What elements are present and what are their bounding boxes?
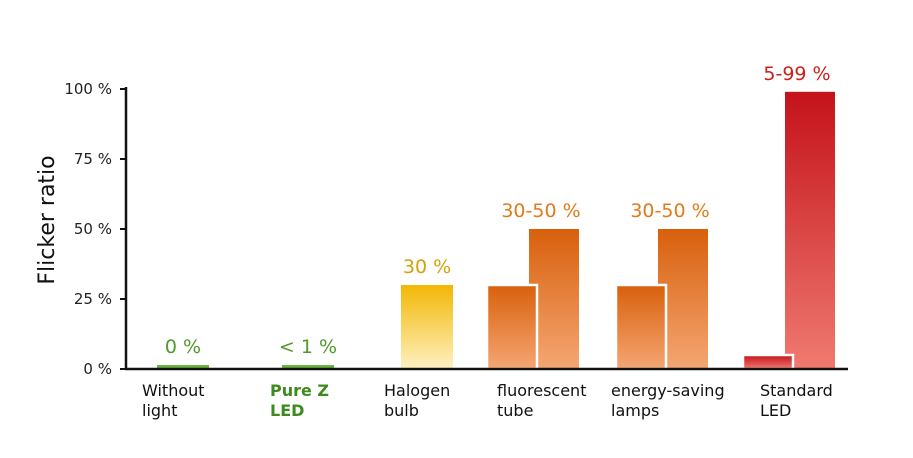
data-label: 0 % (165, 336, 201, 358)
category-label: fluorescent tube (497, 381, 586, 420)
category-label: Without light (142, 381, 205, 420)
bar-min (485, 283, 539, 371)
bars (157, 91, 835, 371)
bar (401, 285, 453, 369)
bar-min (614, 283, 668, 371)
data-label: 30-50 % (501, 200, 580, 222)
bar-max (785, 91, 835, 370)
y-axis-title: Flicker ratio (35, 155, 60, 284)
data-label: 5-99 % (763, 63, 830, 85)
data-labels: 0 % < 1 % 30 % 30-50 % 30-50 % 5-99 % (165, 63, 831, 358)
category-labels: Without light Pure Z LED Halogen bulb fluoresc… (142, 381, 833, 420)
y-tick-label: 75 % (74, 150, 112, 168)
category-label: energy-saving lamps (611, 381, 725, 420)
bar (157, 365, 209, 369)
y-tick-label: 0 % (83, 360, 112, 378)
y-axis-ticks: 0 % 25 % 50 % 75 % 100 % (64, 80, 126, 378)
bar-min (741, 353, 795, 371)
y-tick-label: 50 % (74, 220, 112, 238)
category-label: Standard LED (760, 381, 833, 420)
category-label: Halogen bulb (384, 381, 450, 420)
bar (282, 365, 334, 369)
data-label: 30-50 % (630, 200, 709, 222)
y-tick-label: 25 % (74, 290, 112, 308)
data-label: < 1 % (279, 336, 337, 358)
category-label: Pure Z LED (270, 381, 329, 420)
y-tick-label: 100 % (64, 80, 112, 98)
data-label: 30 % (403, 256, 451, 278)
